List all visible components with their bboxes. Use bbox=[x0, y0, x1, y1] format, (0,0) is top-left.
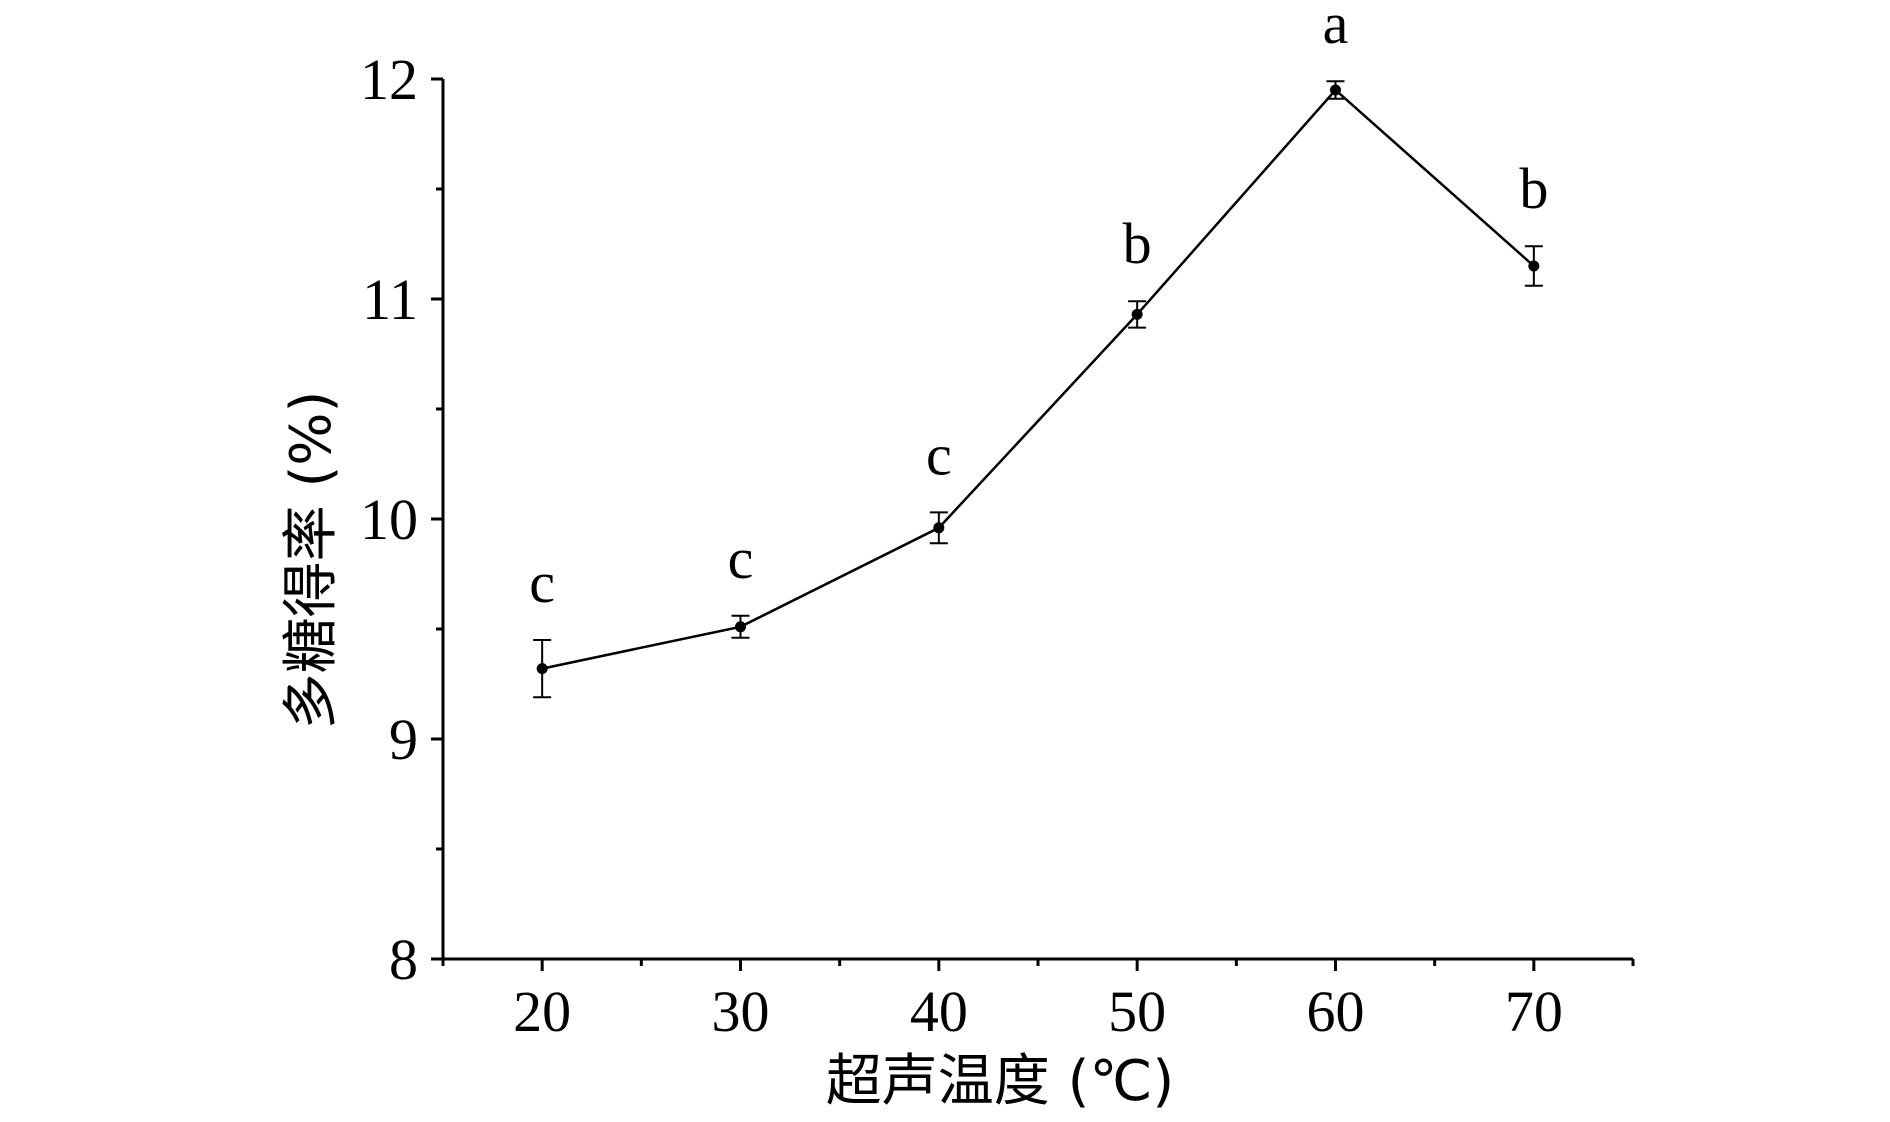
significance-label: c bbox=[529, 550, 555, 615]
data-point bbox=[1330, 84, 1341, 96]
x-axis-title: 超声温度 (℃) bbox=[826, 1049, 1174, 1114]
significance-label: b bbox=[1519, 156, 1548, 221]
significance-label: a bbox=[1323, 0, 1349, 56]
x-tick-label: 20 bbox=[513, 979, 571, 1044]
x-tick-label: 50 bbox=[1108, 979, 1166, 1044]
data-point bbox=[1528, 260, 1540, 272]
y-tick-label: 10 bbox=[360, 487, 418, 552]
data-point bbox=[536, 663, 548, 675]
y-tick-label: 9 bbox=[389, 707, 418, 772]
data-point bbox=[933, 522, 945, 534]
axes bbox=[441, 79, 1633, 961]
data-point bbox=[1131, 308, 1143, 320]
y-axis-title: 多糖得率 (%) bbox=[279, 391, 344, 730]
data-series: c c c b a b bbox=[529, 0, 1548, 699]
y-tick-label: 12 bbox=[360, 47, 418, 112]
significance-label: b bbox=[1123, 211, 1152, 276]
x-tick-label: 60 bbox=[1307, 979, 1365, 1044]
significance-label: c bbox=[728, 526, 754, 591]
series-line bbox=[541, 88, 1535, 670]
y-tick-label: 11 bbox=[362, 267, 418, 332]
y-tick-label: 8 bbox=[389, 927, 418, 992]
x-tick-label: 70 bbox=[1505, 979, 1563, 1044]
data-point bbox=[735, 621, 746, 633]
significance-label: c bbox=[926, 422, 952, 487]
ticks: 20 30 40 50 60 70 8 9 10 11 12 bbox=[360, 47, 1635, 1044]
x-tick-label: 40 bbox=[910, 979, 968, 1044]
x-tick-label: 30 bbox=[712, 979, 770, 1044]
